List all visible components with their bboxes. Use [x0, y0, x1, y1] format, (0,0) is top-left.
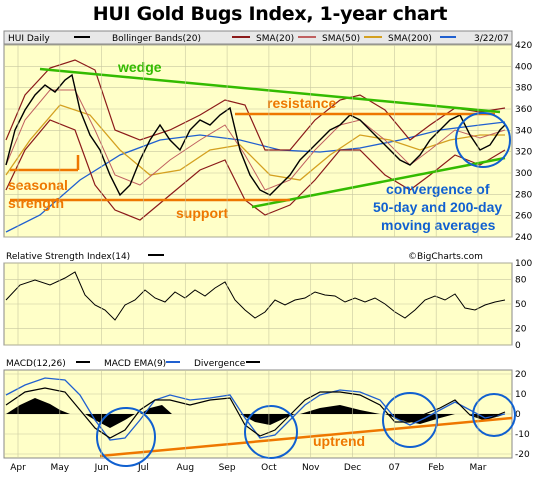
- price-panel: 240 260 280 300 320 340 360 380 400 420 wedge res…: [3, 41, 532, 243]
- x-tick-label: Jul: [137, 463, 149, 473]
- rsi-line: [5, 271, 506, 321]
- y-tick-label: 260: [515, 212, 532, 222]
- y-tick-label: 20: [515, 325, 527, 335]
- watermark: ©BigCharts.com: [408, 252, 483, 262]
- y-tick-label: 340: [515, 126, 532, 136]
- convergence-circle: [455, 112, 511, 168]
- y-tick-label: 20: [515, 370, 527, 380]
- wedge-lower-line: [251, 156, 506, 209]
- legend-bollinger: Bollinger Bands(20): [112, 34, 201, 44]
- macd-label: MACD(12,26): [6, 359, 66, 369]
- x-tick-label: Apr: [10, 463, 26, 473]
- page-title: HUI Gold Bugs Index, 1-year chart: [92, 3, 448, 25]
- rsi-label: Relative Strength Index(14): [6, 252, 130, 262]
- price-y-ticks: 240 260 280 300 320 340 360 380 400 420: [515, 41, 532, 243]
- legend-instrument: HUI Daily: [8, 34, 50, 44]
- x-tick-label: Sep: [219, 463, 236, 473]
- x-tick-label: Mar: [470, 463, 487, 473]
- x-axis-ticks: Apr May Jun Jul Aug Sep Oct Nov Dec 07 Feb Mar: [10, 45, 487, 473]
- legend-sma20: SMA(20): [256, 34, 294, 44]
- rsi-grid: [4, 262, 512, 346]
- annotation-convergence-3: moving averages: [381, 217, 496, 233]
- annotation-convergence-2: 50-day and 200-day: [373, 199, 502, 215]
- x-tick-label: Dec: [344, 463, 361, 473]
- y-tick-label: 240: [515, 233, 532, 243]
- sma20-line: [5, 89, 506, 191]
- wedge-upper-line: [39, 67, 501, 114]
- x-tick-label: Oct: [261, 463, 277, 473]
- legend-sma50: SMA(50): [322, 34, 360, 44]
- legend-sma200: SMA(200): [388, 34, 432, 44]
- y-tick-label: 100: [515, 259, 532, 269]
- y-tick-label: 10: [515, 390, 527, 400]
- macd-circle-2: [244, 405, 298, 459]
- y-tick-label: -10: [515, 430, 530, 440]
- macd-circle-3: [382, 392, 438, 448]
- macd-ema-line: [5, 377, 506, 441]
- macd-ema-label: MACD EMA(9): [104, 359, 166, 369]
- x-tick-label: 07: [389, 463, 400, 473]
- y-tick-label: 300: [515, 169, 532, 179]
- price-grid: [4, 44, 512, 238]
- annotation-support: support: [176, 205, 228, 221]
- y-tick-label: 420: [515, 41, 532, 51]
- macd-circle-4: [472, 393, 516, 437]
- y-tick-label: 280: [515, 190, 532, 200]
- price-line: [5, 73, 506, 197]
- annotation-uptrend: uptrend: [313, 433, 365, 449]
- y-tick-label: 400: [515, 62, 532, 72]
- x-tick-label: Nov: [302, 463, 320, 473]
- annotation-convergence-1: convergence of: [386, 181, 490, 197]
- x-tick-label: May: [51, 463, 70, 473]
- y-tick-label: 0: [515, 341, 521, 351]
- legend-date: 3/22/07: [474, 34, 509, 44]
- macd-y-ticks: -20 -10 0 10 20: [515, 370, 530, 460]
- macd-panel: MACD(12,26) MACD EMA(9) Divergence -20 -1…: [3, 359, 530, 467]
- macd-circle-1: [96, 407, 156, 467]
- price-legend: HUI Daily Bollinger Bands(20) SMA(20) SM…: [3, 30, 513, 45]
- uptrend-line: [99, 416, 513, 458]
- y-tick-label: -20: [515, 450, 530, 460]
- y-tick-label: 380: [515, 84, 532, 94]
- x-tick-label: Aug: [176, 463, 194, 473]
- y-tick-label: 360: [515, 105, 532, 115]
- x-tick-label: Feb: [428, 463, 444, 473]
- divergence-label: Divergence: [194, 359, 246, 369]
- bollinger-upper: [5, 59, 506, 151]
- y-tick-label: 0: [515, 410, 521, 420]
- y-tick-label: 50: [515, 300, 527, 310]
- annotation-seasonal: seasonal: [8, 177, 68, 193]
- divergence-histogram: [6, 398, 505, 428]
- annotation-strength: strength: [8, 195, 64, 211]
- x-tick-label: Jun: [94, 463, 109, 473]
- annotation-wedge: wedge: [117, 59, 162, 75]
- rsi-panel: Relative Strength Index(14) ©BigCharts.c…: [3, 252, 532, 351]
- macd-line: [5, 387, 506, 439]
- sma200-line: [5, 121, 506, 233]
- y-tick-label: 80: [515, 275, 527, 285]
- rsi-y-ticks: 0 20 50 80 100: [515, 259, 532, 351]
- y-tick-label: 320: [515, 148, 532, 158]
- annotation-resistance: resistance: [267, 95, 336, 111]
